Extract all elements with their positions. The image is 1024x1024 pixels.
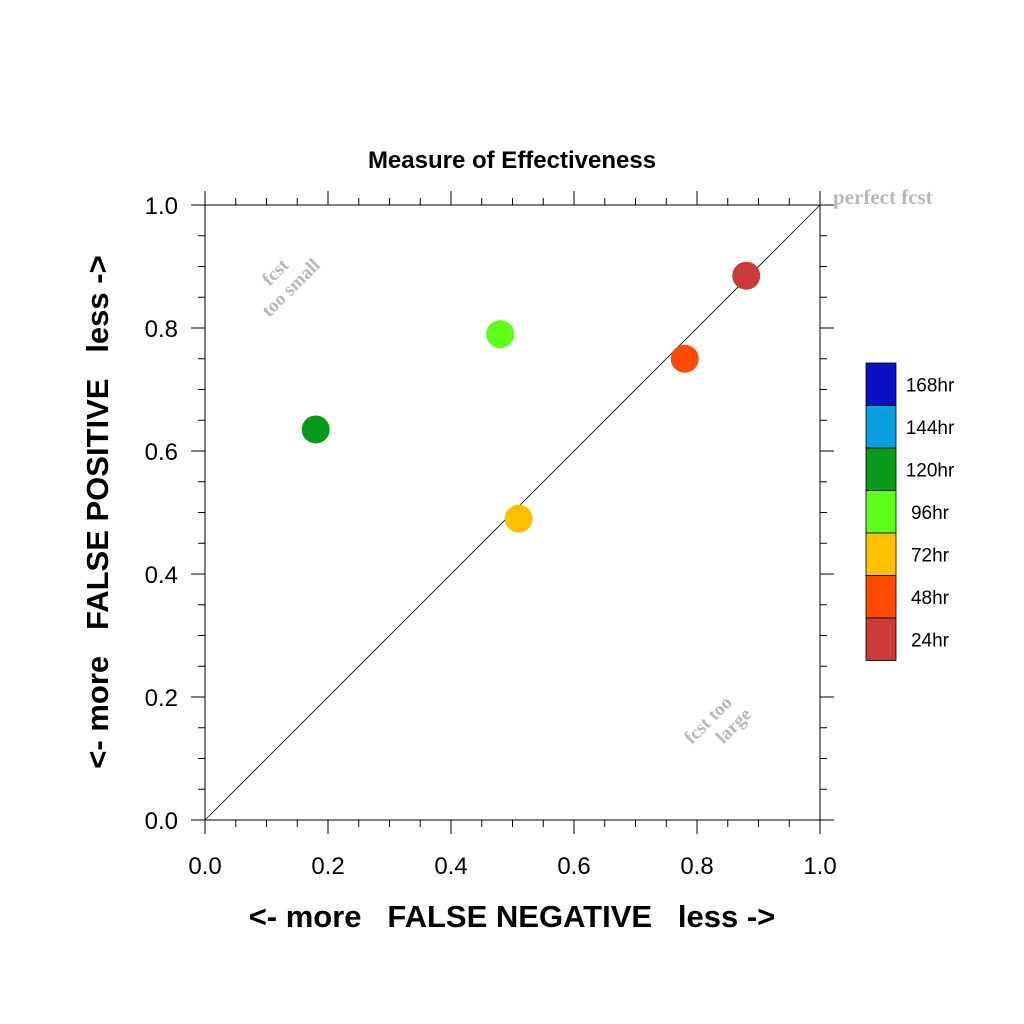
- data-point-120hr: [301, 415, 330, 444]
- legend-swatch-120hr: [865, 447, 897, 491]
- x-tick-label: 0.0: [188, 853, 221, 880]
- legend-label-72hr: 72hr: [911, 545, 950, 566]
- legend-label-168hr: 168hr: [906, 375, 955, 396]
- y-tick-label: 0.6: [145, 439, 178, 466]
- legend-swatch-48hr: [865, 575, 897, 619]
- y-tick-label: 0.8: [145, 316, 178, 343]
- y-tick-label: 0.4: [145, 562, 178, 589]
- y-tick-label: 0.2: [145, 685, 178, 712]
- legend: 168hr 144hr 120hr 96hr 72hr 48hr 24hr: [865, 362, 955, 661]
- data-point-24hr: [732, 261, 761, 290]
- x-tick-label: 0.6: [557, 853, 590, 880]
- y-tick-label: 0.0: [145, 808, 178, 835]
- x-axis-label: <- more FALSE NEGATIVE less ->: [249, 899, 776, 934]
- data-points: [301, 261, 761, 533]
- legend-label-48hr: 48hr: [911, 588, 950, 609]
- x-tick-label: 0.4: [434, 853, 467, 880]
- legend-label-120hr: 120hr: [906, 460, 955, 481]
- legend-swatch-168hr: [865, 362, 897, 406]
- data-point-96hr: [486, 320, 515, 349]
- annotation-too-small: fcst too small: [258, 255, 325, 322]
- annotation-too-large: fcst too large: [680, 692, 756, 748]
- y-tick-label: 1.0: [145, 193, 178, 220]
- annotation-perfect-fcst: perfect fcst: [833, 185, 933, 209]
- legend-label-144hr: 144hr: [906, 418, 955, 439]
- legend-swatch-24hr: [865, 617, 897, 661]
- legend-swatch-144hr: [865, 405, 897, 449]
- legend-swatch-72hr: [865, 532, 897, 576]
- y-axis-label: <- more FALSE POSITIVE less ->: [80, 255, 115, 768]
- x-tick-label: 0.8: [680, 853, 713, 880]
- x-tick-label: 1.0: [803, 853, 836, 880]
- data-point-72hr: [504, 504, 533, 533]
- legend-label-24hr: 24hr: [911, 630, 950, 651]
- legend-swatch-96hr: [865, 490, 897, 534]
- data-point-48hr: [670, 344, 699, 373]
- axis-ticks: [191, 191, 834, 834]
- x-tick-labels: 0.0 0.2 0.4 0.6 0.8 1.0: [188, 853, 836, 880]
- chart-title: Measure of Effectiveness: [368, 147, 656, 174]
- x-tick-label: 0.2: [311, 853, 344, 880]
- y-tick-labels: 0.0 0.2 0.4 0.6 0.8 1.0: [145, 193, 178, 835]
- legend-label-96hr: 96hr: [911, 503, 950, 524]
